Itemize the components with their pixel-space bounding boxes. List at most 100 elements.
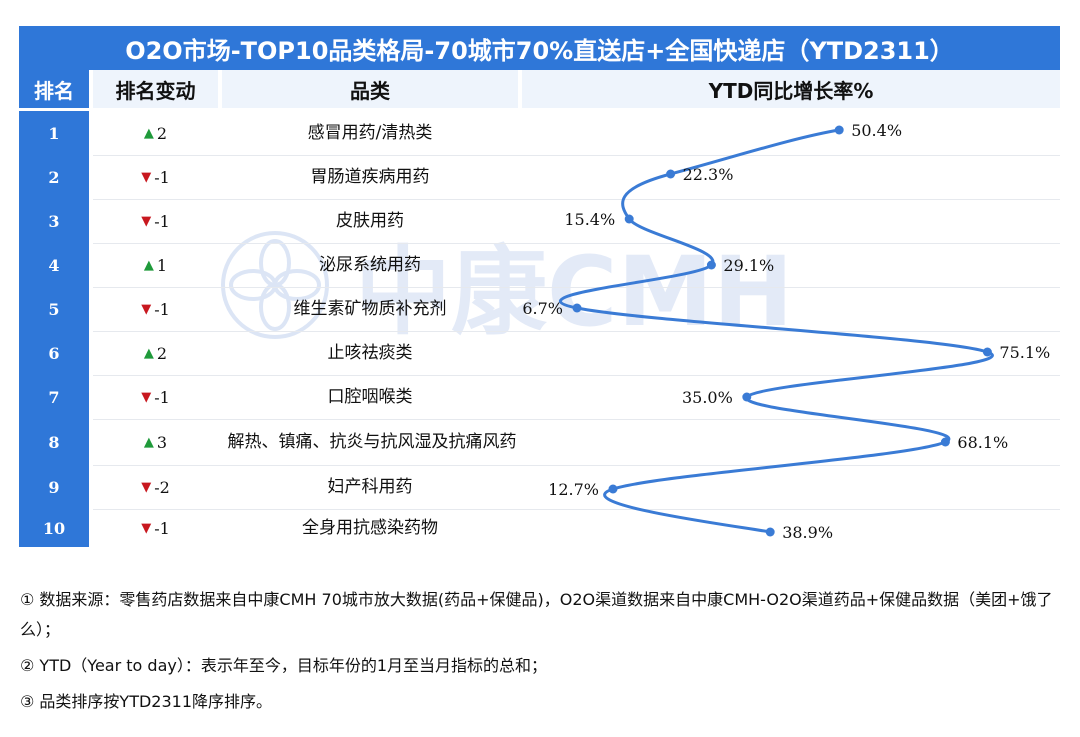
rank-change-value: -1: [154, 299, 170, 319]
watermark-logo: 中康CMH: [221, 231, 793, 348]
data-point: [765, 527, 775, 537]
rank-cell: 5: [19, 287, 89, 331]
data-point: [666, 169, 676, 179]
footnote-2: ② YTD（Year to day）：表示年至今，目标年份的1月至当月指标的总和…: [20, 656, 548, 675]
data-label: 50.4%: [851, 121, 902, 140]
category-cell: 皮肤用药: [336, 211, 404, 231]
rank-change-cell: ▼ -2: [93, 465, 218, 509]
row-divider: [93, 509, 1060, 510]
rank-cell: 2: [19, 155, 89, 199]
row-divider: [93, 375, 1060, 376]
rank-cell: 8: [19, 419, 89, 465]
table-row: 5 ▼ -1 维生素矿物质补充剂: [19, 287, 1060, 331]
rank-change-value: 1: [156, 255, 168, 275]
rank-cell: 6: [19, 331, 89, 375]
rank-change-cell: ▼ -1: [93, 199, 218, 243]
table-row: 3 ▼ -1 皮肤用药: [19, 199, 1060, 243]
down-arrow-icon: ▼: [141, 389, 152, 405]
row-divider: [93, 199, 1060, 200]
up-arrow-icon: ▲: [143, 434, 154, 450]
row-divider: [93, 287, 1060, 288]
up-arrow-icon: ▲: [143, 125, 154, 141]
rank-change-cell: ▲ 2: [93, 331, 218, 375]
table-row: 9 ▼ -2 妇产科用药: [19, 465, 1060, 509]
category-cell: 感冒用药/清热类: [307, 123, 433, 143]
series-line: [558, 128, 994, 534]
table-row: 8 ▲ 3 解热、镇痛、抗炎与抗风湿及抗痛风药: [19, 419, 1060, 465]
table-row: 4 ▲ 1 泌尿系统用药: [19, 243, 1060, 287]
data-point: [834, 125, 844, 135]
category-cell: 泌尿系统用药: [319, 255, 421, 275]
data-label: 38.9%: [782, 523, 833, 542]
down-arrow-icon: ▼: [141, 479, 152, 495]
up-arrow-icon: ▲: [143, 345, 154, 361]
data-label: 22.3%: [683, 165, 734, 184]
row-divider: [93, 331, 1060, 332]
row-divider: [93, 419, 1060, 420]
up-arrow-icon: ▲: [143, 257, 154, 273]
table-row: 2 ▼ -1 胃肠道疾病用药: [19, 155, 1060, 199]
table-row: 1 ▲ 2 感冒用药/清热类: [19, 111, 1060, 155]
rank-cell: 4: [19, 243, 89, 287]
category-cell: 维生素矿物质补充剂: [293, 299, 447, 319]
chart-title: O2O市场-TOP10品类格局-70城市70%直送店+全国快递店（YTD2311…: [19, 26, 1060, 70]
rank-cell: 10: [19, 509, 89, 547]
header-rank: 排名: [19, 70, 89, 108]
rank-change-cell: ▼ -1: [93, 509, 218, 547]
data-label: 75.1%: [999, 343, 1050, 362]
category-cell: 胃肠道疾病用药: [310, 167, 430, 187]
rank-cell: 7: [19, 375, 89, 419]
rank-change-value: -1: [154, 387, 170, 407]
header-category: 品类: [222, 70, 518, 108]
watermark-text: 中康CMH: [355, 236, 793, 348]
data-point: [572, 303, 582, 313]
footnotes: ① 数据来源：零售药店数据来自中康CMH 70城市放大数据(药品+保健品)，O2…: [20, 585, 1070, 723]
rank-cell: 3: [19, 199, 89, 243]
table-row: 7 ▼ -1 口腔咽喉类: [19, 375, 1060, 419]
rank-change-value: -1: [154, 518, 170, 538]
watermark-flower-icon: [221, 231, 329, 339]
category-cell: 全身用抗感染药物: [302, 518, 438, 538]
data-label: 35.0%: [682, 388, 733, 407]
rank-change-value: 3: [156, 432, 168, 452]
category-cell: 口腔咽喉类: [327, 387, 413, 407]
data-point: [624, 214, 634, 224]
table-row: 10 ▼ -1 全身用抗感染药物: [19, 509, 1060, 547]
data-point: [982, 347, 992, 357]
rank-change-cell: ▲ 2: [93, 111, 218, 155]
category-cell: 止咳祛痰类: [327, 343, 413, 363]
rank-change-value: 2: [156, 343, 168, 363]
data-label: 12.7%: [548, 480, 599, 499]
row-divider: [93, 155, 1060, 156]
data-label: 15.4%: [564, 210, 615, 229]
rank-change-cell: ▲ 1: [93, 243, 218, 287]
data-point: [742, 392, 752, 402]
down-arrow-icon: ▼: [141, 301, 152, 317]
rank-change-cell: ▼ -1: [93, 155, 218, 199]
rank-change-value: 2: [156, 123, 168, 143]
rank-cell: 1: [19, 111, 89, 155]
rank-change-value: -2: [154, 477, 170, 497]
footnote-1: ① 数据来源：零售药店数据来自中康CMH 70城市放大数据(药品+保健品)，O2…: [20, 590, 1053, 639]
down-arrow-icon: ▼: [141, 169, 152, 185]
row-divider: [93, 243, 1060, 244]
rank-change-value: -1: [154, 167, 170, 187]
rank-change-cell: ▲ 3: [93, 419, 218, 465]
data-point: [706, 260, 716, 270]
table-row: 6 ▲ 2 止咳祛痰类: [19, 331, 1060, 375]
data-point: [940, 437, 950, 447]
row-divider: [93, 465, 1060, 466]
rank-cell: 9: [19, 465, 89, 509]
data-label: 68.1%: [957, 433, 1008, 452]
category-cell: 解热、镇痛、抗炎与抗风湿及抗痛风药: [227, 432, 517, 452]
data-label: 6.7%: [522, 299, 563, 318]
rank-change-cell: ▼ -1: [93, 375, 218, 419]
down-arrow-icon: ▼: [141, 520, 152, 536]
rank-change-value: -1: [154, 211, 170, 231]
header-rank-change: 排名变动: [93, 70, 218, 108]
data-label: 29.1%: [723, 256, 774, 275]
down-arrow-icon: ▼: [141, 213, 152, 229]
header-ytd-growth: YTD同比增长率%: [522, 70, 1060, 108]
rank-change-cell: ▼ -1: [93, 287, 218, 331]
